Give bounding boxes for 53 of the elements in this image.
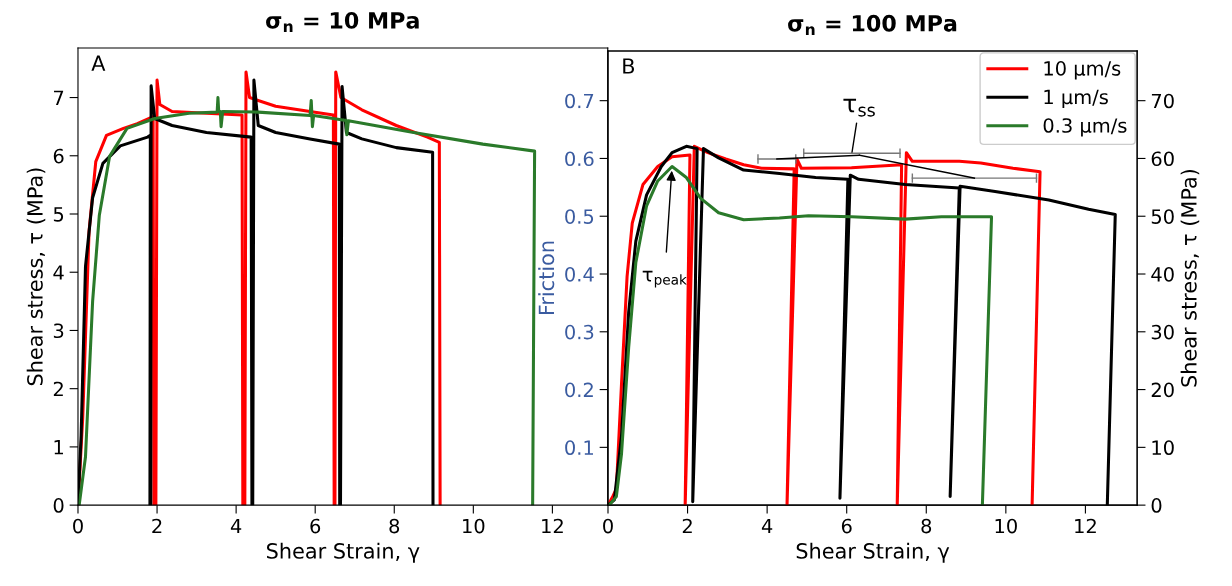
x-tick-label: 6 bbox=[310, 518, 321, 534]
legend-label: 0.3 µm/s bbox=[1043, 118, 1127, 137]
annotation: B bbox=[623, 58, 635, 74]
y-axis-title: Shear stress, τ (MPa) bbox=[26, 168, 46, 386]
x-tick-label: 4 bbox=[761, 518, 773, 534]
y2-tick-label: 30 bbox=[1151, 324, 1174, 340]
y2-tick-label: 20 bbox=[1151, 382, 1174, 398]
y-tick-label: 3 bbox=[53, 323, 64, 339]
x-axis-title: Shear Strain, γ bbox=[266, 542, 420, 563]
x-tick-label: 8 bbox=[921, 518, 932, 534]
y-tick-label: 1 bbox=[54, 440, 63, 455]
y-tick-label: 0.6 bbox=[565, 151, 594, 167]
x-tick-label: 10 bbox=[463, 518, 485, 534]
x-tick-label: 2 bbox=[152, 518, 162, 534]
chart-title: σ$_{n}$ = 100 MPa bbox=[788, 14, 957, 36]
x-tick-label: 10 bbox=[995, 518, 1017, 534]
line-series bbox=[77, 96, 537, 506]
y-tick-label: 5 bbox=[53, 207, 64, 222]
y-tick-label: 0.3 bbox=[565, 324, 594, 340]
y-tick-label: 0.4 bbox=[565, 266, 594, 282]
annotation: τ$_{ss}$ bbox=[843, 98, 875, 117]
y2-tick-label: 0 bbox=[1151, 498, 1162, 513]
legend-label: 10 µm/s bbox=[1044, 61, 1121, 80]
y2-axis-title: Shear stress, τ (MPa) bbox=[1180, 169, 1200, 387]
y-tick-label: 0.7 bbox=[565, 93, 594, 109]
x-tick-label: 12 bbox=[1075, 518, 1096, 534]
x-tick-label: 12 bbox=[542, 518, 563, 534]
y-tick-label: 0.2 bbox=[565, 382, 593, 398]
x-tick-label: 8 bbox=[389, 518, 400, 534]
y-tick-label: 0.1 bbox=[565, 440, 593, 456]
y-axis-title: Friction bbox=[538, 241, 555, 315]
x-axis-title: Shear Strain, γ bbox=[796, 542, 950, 563]
x-tick-label: 0 bbox=[603, 518, 613, 534]
x-tick-label: 4 bbox=[230, 518, 242, 534]
chart-title: σ$_{n}$ = 10 MPa bbox=[266, 11, 419, 33]
x-tick-label: 6 bbox=[841, 518, 852, 534]
y-tick-label: 4 bbox=[53, 265, 64, 280]
y-tick-label: 0 bbox=[53, 498, 64, 513]
y2-tick-label: 40 bbox=[1151, 266, 1174, 282]
y2-tick-label: 10 bbox=[1152, 440, 1174, 456]
y2-tick-label: 50 bbox=[1151, 209, 1174, 224]
y-tick-label: 7 bbox=[54, 90, 64, 105]
y-tick-label: 0.5 bbox=[565, 209, 594, 224]
line-series bbox=[607, 165, 994, 506]
annotation: A bbox=[91, 55, 106, 71]
y2-tick-label: 60 bbox=[1151, 151, 1174, 167]
y-tick-label: 2 bbox=[53, 381, 63, 397]
annotation: τ$_{peak}$ bbox=[642, 270, 687, 288]
legend-label: 1 µm/s bbox=[1044, 89, 1108, 109]
y2-tick-label: 70 bbox=[1151, 93, 1174, 109]
x-tick-label: 0 bbox=[73, 518, 83, 534]
y-tick-label: 6 bbox=[53, 148, 64, 164]
x-tick-label: 2 bbox=[682, 518, 692, 534]
